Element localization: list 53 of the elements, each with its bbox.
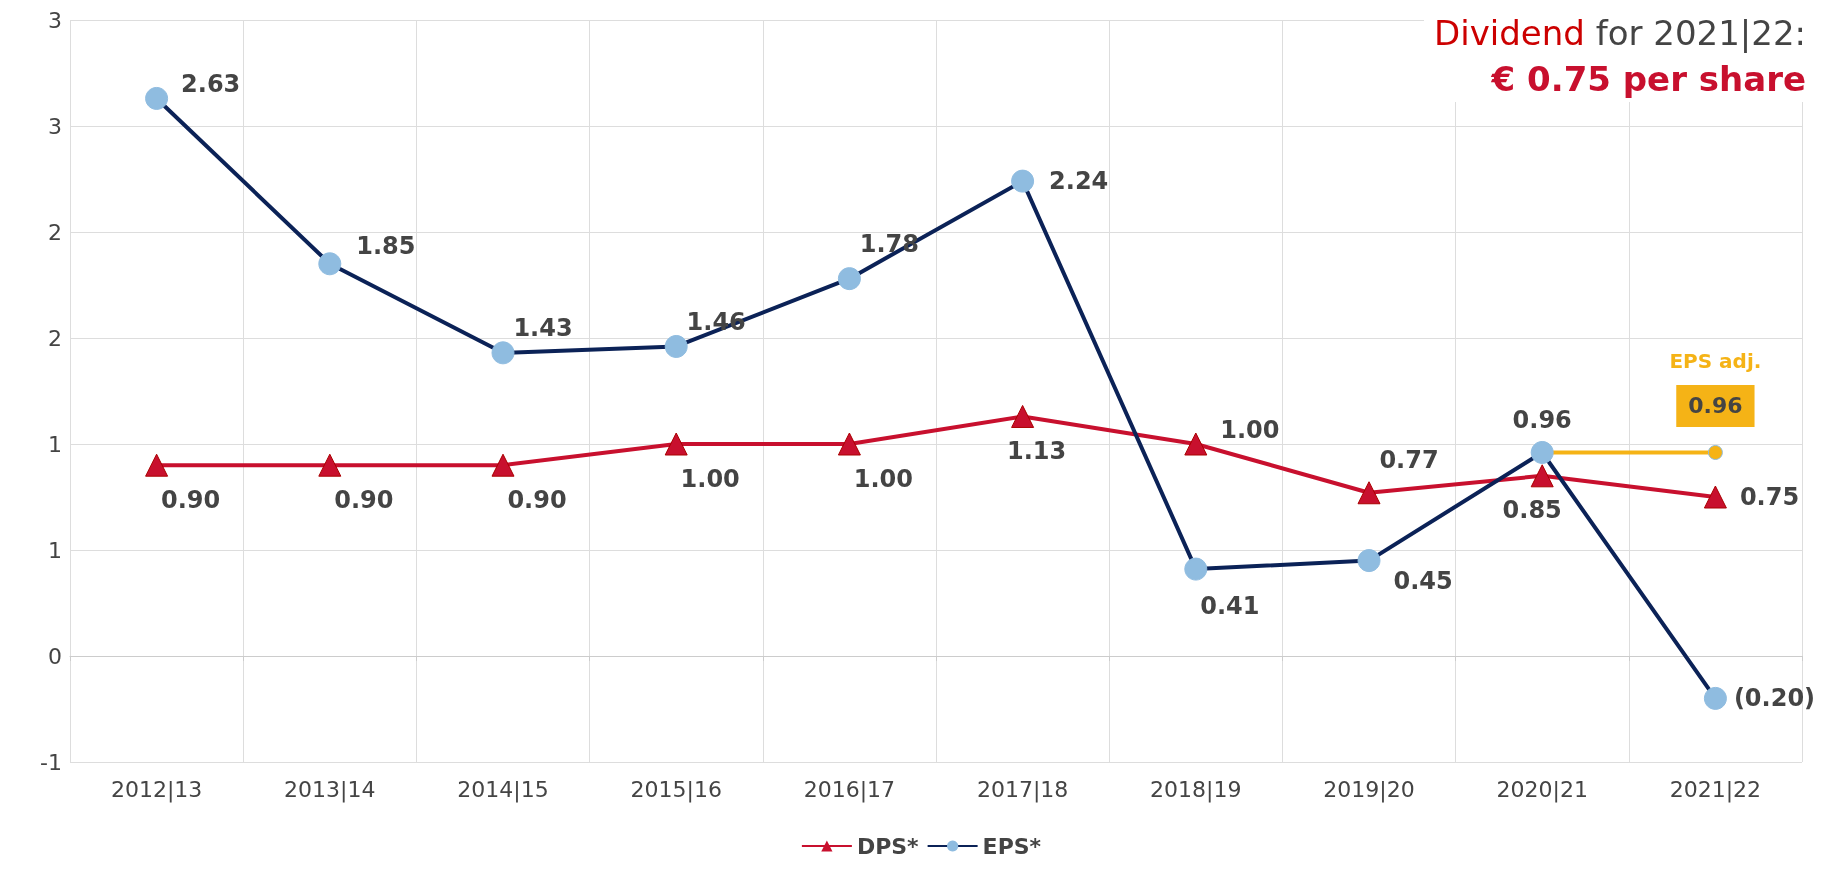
data-label: 0.75 [1739, 483, 1800, 511]
y-tick-label: 3 [48, 7, 62, 33]
data-label: 1.00 [853, 464, 914, 493]
data-label: 0.96 [1512, 405, 1572, 434]
data-label: 0.85 [1502, 496, 1562, 525]
point [491, 453, 515, 477]
data-label: 1.00 [680, 464, 740, 493]
x-tick-label: 2016|17 [803, 776, 896, 803]
point [1707, 444, 1723, 460]
x-tick-label: 2012|13 [110, 776, 203, 803]
x-tick-label: 2013|14 [284, 776, 376, 803]
data-label: 0.41 [1200, 591, 1260, 620]
data-label: (0.20) [1733, 684, 1816, 713]
x-tick-label: 2019|20 [1323, 776, 1415, 803]
point [1184, 432, 1208, 456]
x-tick-label: 2021|22 [1669, 776, 1762, 803]
data-label: 0.45 [1393, 566, 1453, 595]
x-tick-label: 2015|16 [630, 776, 722, 803]
data-label: 1.43 [513, 314, 573, 343]
point [145, 453, 169, 477]
point [837, 432, 861, 456]
legend-label: EPS* [982, 833, 1042, 859]
y-tick-label: 2 [48, 325, 62, 351]
y-tick-label: -1 [40, 749, 62, 775]
data-label: 0.90 [334, 485, 394, 514]
x-tick-label: 2020|21 [1496, 776, 1588, 803]
data-label: 1.00 [1220, 416, 1280, 444]
text: € 0.75 per share [1490, 58, 1806, 101]
data-label: 0.77 [1379, 446, 1439, 475]
data-label: 2.24 [1049, 167, 1109, 196]
x-tick-label: 2018|19 [1150, 776, 1242, 803]
point [1703, 485, 1727, 509]
x-tick-label: 2017|18 [976, 776, 1069, 803]
legend-label: DPS* [856, 833, 920, 859]
point [664, 432, 688, 456]
data-label: 2.63 [181, 70, 241, 99]
y-tick-label: 3 [48, 113, 62, 139]
text: EPS adj. [1669, 348, 1762, 373]
y-tick-label: 2 [48, 219, 62, 245]
point [1530, 464, 1554, 488]
y-tick-label: 1 [48, 537, 62, 563]
point [318, 453, 342, 477]
point [1357, 481, 1381, 505]
x-tick-label: 2014|15 [457, 776, 549, 803]
chart-title: Dividend for 2021|22: [1434, 13, 1806, 53]
data-label: 0.90 [507, 485, 567, 514]
y-tick-label: 0 [48, 643, 62, 669]
y-tick-label: 1 [48, 431, 62, 457]
point [1011, 404, 1035, 428]
data-label: 1.13 [1006, 436, 1067, 465]
data-label: 0.96 [1688, 393, 1743, 419]
data-label: 1.85 [356, 231, 416, 260]
data-label: 0.90 [160, 485, 221, 514]
